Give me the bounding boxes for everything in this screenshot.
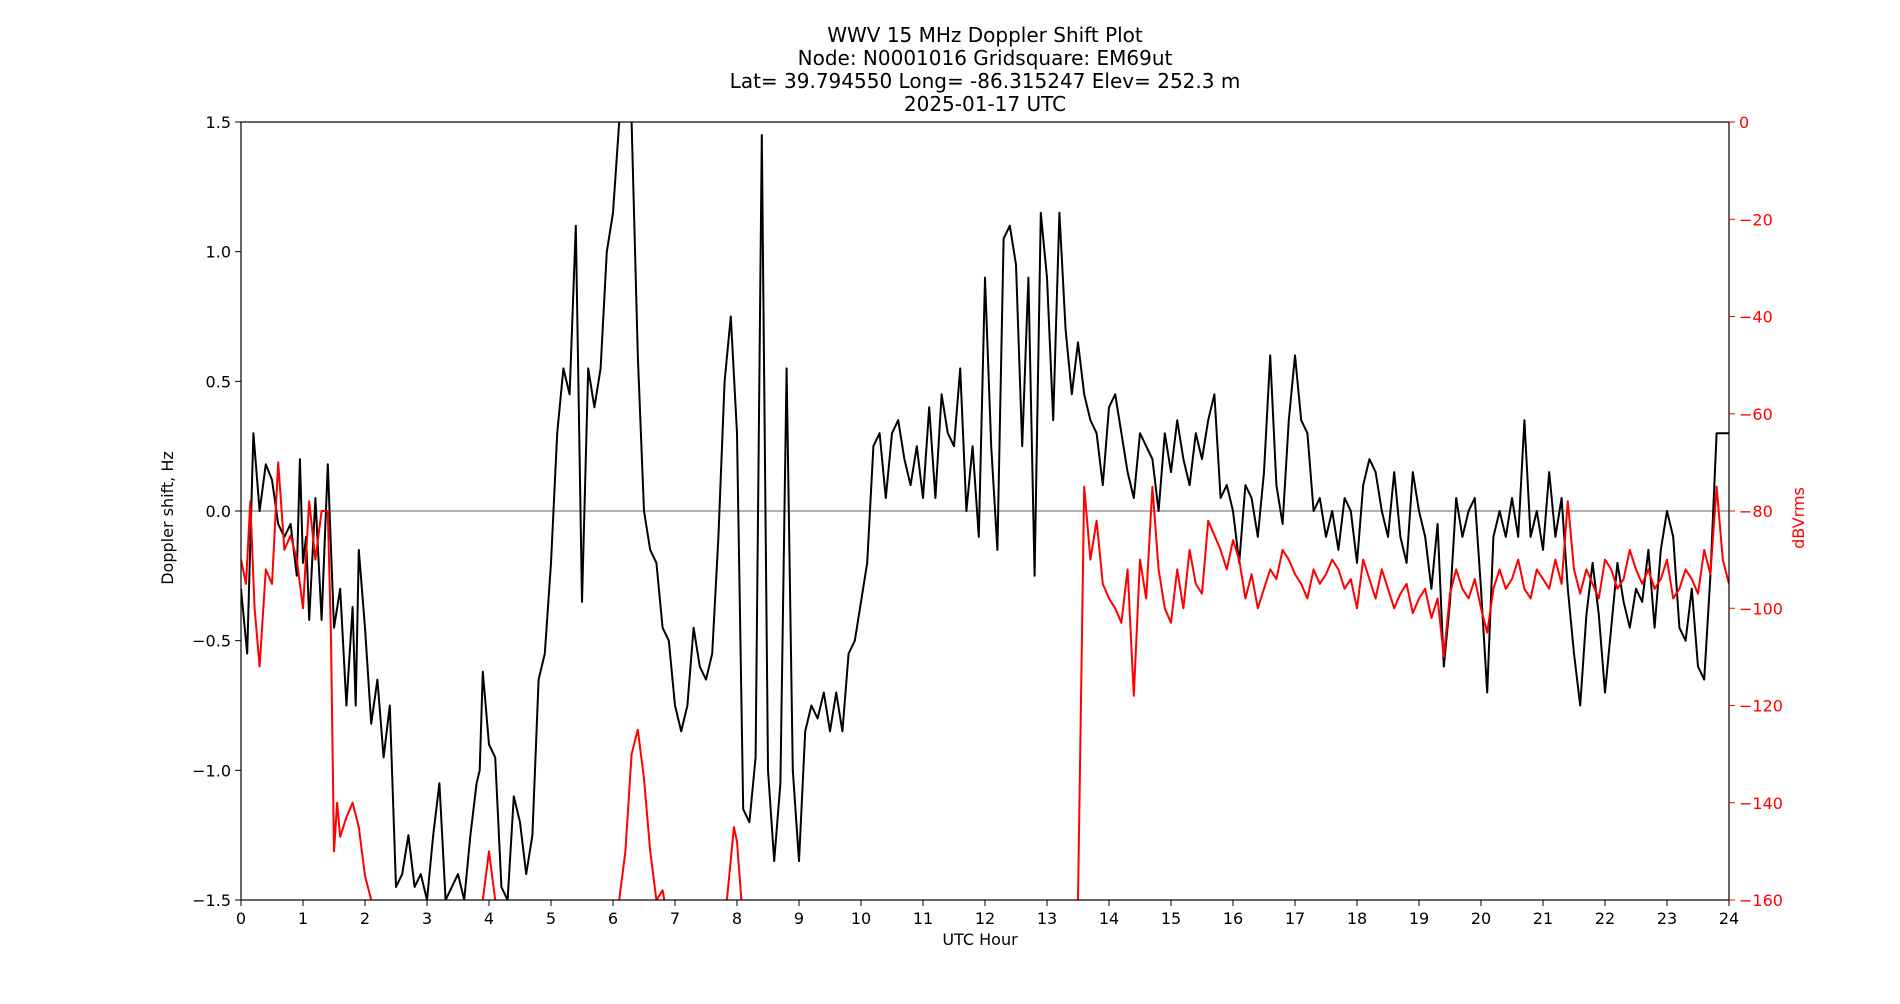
x-tick-label: 6 [608, 909, 618, 928]
y-left-tick-label: −1.0 [192, 761, 231, 780]
x-tick-label: 7 [670, 909, 680, 928]
x-tick-label: 1 [298, 909, 308, 928]
y-right-tick-label: −60 [1739, 405, 1773, 424]
x-tick-label: 13 [1037, 909, 1057, 928]
y-left-tick-label: −0.5 [192, 632, 231, 651]
x-tick-label: 23 [1657, 909, 1677, 928]
y-left-tick-label: 1.5 [206, 113, 231, 132]
chart-title-line: Lat= 39.794550 Long= -86.315247 Elev= 25… [730, 69, 1241, 93]
x-tick-label: 11 [913, 909, 933, 928]
x-tick-label: 17 [1285, 909, 1305, 928]
chart-title-line: WWV 15 MHz Doppler Shift Plot [827, 23, 1143, 47]
x-tick-label: 22 [1595, 909, 1615, 928]
x-tick-label: 15 [1161, 909, 1181, 928]
x-tick-label: 12 [975, 909, 995, 928]
y-left-tick-label: 1.0 [206, 243, 231, 262]
series-power-line [241, 461, 1729, 900]
chart-title-line: 2025-01-17 UTC [904, 92, 1066, 116]
y-right-tick-label: −140 [1739, 794, 1783, 813]
x-tick-label: 0 [236, 909, 246, 928]
y-left-tick-label: −1.5 [192, 891, 231, 910]
x-tick-label: 5 [546, 909, 556, 928]
plot-area [240, 121, 1730, 901]
y-right-tick-label: −120 [1739, 697, 1783, 716]
y-right-tick-label: −20 [1739, 210, 1773, 229]
y-axis-right-label: dBVrms [1789, 487, 1808, 549]
y-right-tick-label: −80 [1739, 502, 1773, 521]
y-axis-left: 1.5 1.0 0.5 0.0 −0.5 −1.0 −1.5 [192, 113, 241, 910]
chart-title-line: Node: N0001016 Gridsquare: EM69ut [798, 46, 1173, 70]
y-axis-right: 0 −20 −40 −60 −80 −100 −120 −140 −160 [1729, 113, 1783, 910]
x-tick-label: 2 [360, 909, 370, 928]
x-tick-label: 8 [732, 909, 742, 928]
x-axis: 0 1 2 3 4 5 6 7 8 9 10 11 12 13 14 15 16 17 18 19 20 21 22 23 24 [236, 900, 1739, 928]
x-axis-label: UTC Hour [942, 930, 1018, 949]
x-tick-label: 21 [1533, 909, 1553, 928]
y-left-tick-label: 0.5 [206, 372, 231, 391]
x-tick-label: 18 [1347, 909, 1367, 928]
x-tick-label: 9 [794, 909, 804, 928]
y-right-tick-label: −160 [1739, 891, 1783, 910]
y-axis-left-label: Doppler shift, Hz [158, 451, 177, 585]
y-left-tick-label: 0.0 [206, 502, 231, 521]
x-tick-label: 20 [1471, 909, 1491, 928]
x-tick-label: 19 [1409, 909, 1429, 928]
x-tick-label: 4 [484, 909, 494, 928]
x-tick-label: 16 [1223, 909, 1243, 928]
x-tick-label: 3 [422, 909, 432, 928]
x-tick-label: 14 [1099, 909, 1119, 928]
x-tick-label: 24 [1719, 909, 1739, 928]
y-right-tick-label: −40 [1739, 308, 1773, 327]
x-tick-label: 10 [851, 909, 871, 928]
y-right-tick-label: −100 [1739, 599, 1783, 618]
series-doppler-line [241, 122, 1729, 900]
y-right-tick-label: 0 [1739, 113, 1749, 132]
